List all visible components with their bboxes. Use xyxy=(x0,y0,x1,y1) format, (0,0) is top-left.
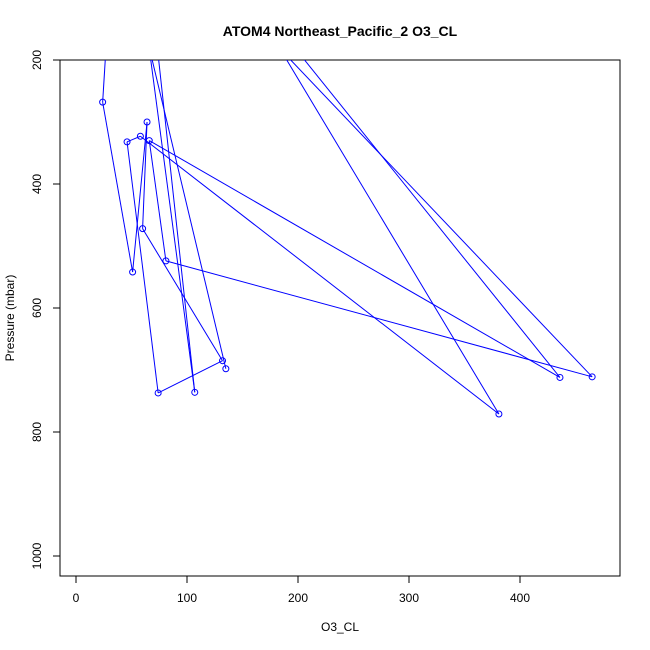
x-axis-label: O3_CL xyxy=(321,620,359,634)
series-segment xyxy=(157,360,223,394)
plot-frame xyxy=(59,59,621,577)
series-segment xyxy=(149,140,561,378)
series-segment xyxy=(148,140,167,261)
series-segment xyxy=(150,60,196,393)
chart-title: ATOM4 Northeast_Pacific_2 O3_CL xyxy=(223,23,458,39)
series-segment xyxy=(151,60,227,369)
series-segment xyxy=(165,260,593,378)
y-tick-label: 200 xyxy=(30,50,44,70)
data-point xyxy=(154,389,162,397)
data-point xyxy=(145,137,153,145)
series-segment xyxy=(158,60,196,393)
series-segment xyxy=(140,135,500,415)
y-tick-label: 1000 xyxy=(30,542,44,569)
series-segment xyxy=(126,135,141,143)
x-tick-label: 100 xyxy=(177,591,197,605)
series-segment xyxy=(132,121,148,273)
data-point xyxy=(219,357,227,365)
data-point xyxy=(99,98,107,106)
x-tick-label: 300 xyxy=(399,591,419,605)
data-point xyxy=(143,118,151,126)
series-group xyxy=(99,60,596,418)
series-segment xyxy=(102,60,106,103)
data-point xyxy=(191,388,199,396)
data-point xyxy=(139,225,147,233)
data-point xyxy=(588,373,596,381)
data-point xyxy=(129,268,137,276)
data-point xyxy=(136,132,144,140)
y-tick-label: 400 xyxy=(30,174,44,194)
y-tick-label: 800 xyxy=(30,422,44,442)
data-point xyxy=(556,373,564,381)
y-axis-label: Pressure (mbar) xyxy=(3,275,17,362)
series-segment xyxy=(142,228,223,361)
data-point xyxy=(123,138,131,146)
data-point xyxy=(222,365,230,373)
series-segment xyxy=(102,102,134,273)
y-tick-label: 600 xyxy=(30,298,44,318)
series-segment xyxy=(126,141,159,394)
series-segment xyxy=(286,60,500,415)
y-axis: 200 400 600 800 1000 xyxy=(30,50,60,569)
series-segment xyxy=(303,60,561,378)
x-axis: 0 100 200 300 400 xyxy=(73,576,530,605)
x-tick-label: 200 xyxy=(288,591,308,605)
x-tick-label: 400 xyxy=(510,591,530,605)
x-tick-label: 0 xyxy=(73,591,80,605)
data-point xyxy=(162,257,170,265)
data-point xyxy=(495,410,503,418)
series-segment xyxy=(289,60,593,378)
